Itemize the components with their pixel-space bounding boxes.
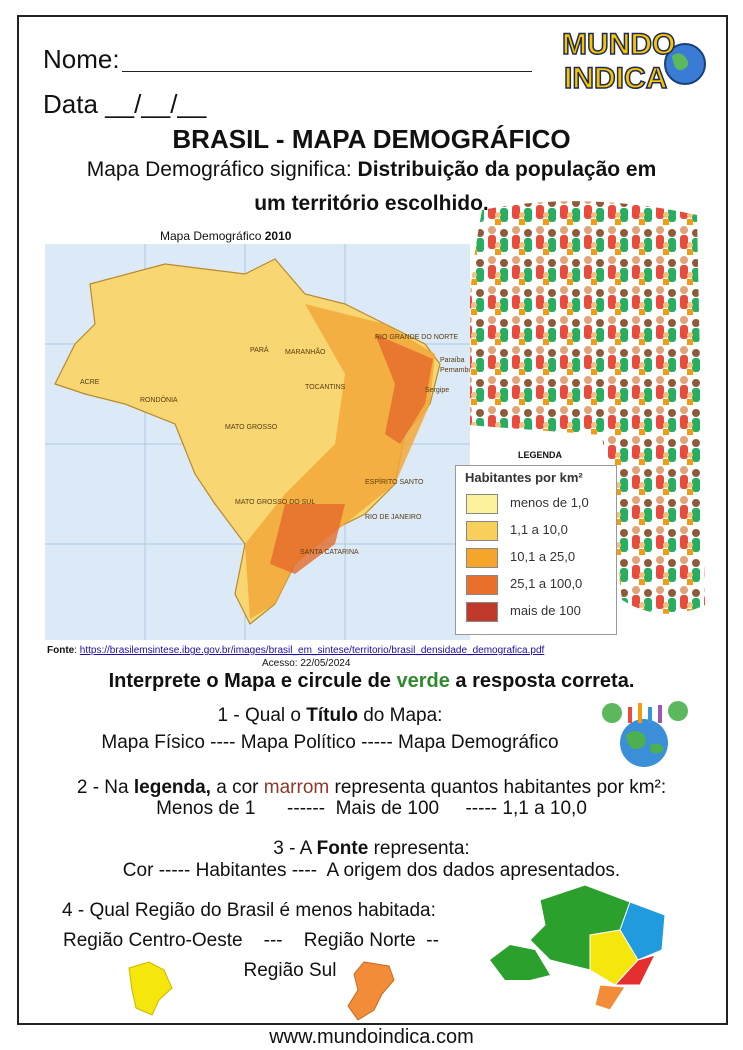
question-part: 1 - Qual o [217,705,307,726]
question: 2 - Na legenda, a cor marrom representa … [20,777,723,799]
question: 3 - A Fonte representa: [20,838,723,860]
answer-options: Cor ----- Habitantes ---- A origem dos d… [122,860,621,881]
source: Fonte: https://brasilemsintese.ibge.gov.… [47,645,544,656]
legend-label: 10,1 a 25,0 [510,549,576,564]
question-part: Fonte [316,838,369,859]
question: 4 - Qual Região do Brasil é menos habita… [62,900,436,922]
instruction-highlight: verde [396,670,450,692]
answer-options: Região Sul [243,960,337,981]
definition-bold: Distribuição da população em [357,158,657,181]
legend-title: Habitantes por km² [465,470,583,485]
logo: MUNDO INDICA [561,27,706,96]
source-url[interactable]: https://brasilemsintese.ibge.gov.br/imag… [79,645,545,656]
accessed: Acesso: 22/05/2024 [262,658,351,669]
map-label: RIO GRANDE DO NORTE [375,334,458,341]
map-label: RONDÔNIA [140,395,178,404]
map-label: ESPÍRITO SANTO [365,477,424,486]
centro-oeste-shape [128,961,173,1016]
title: BRASIL - MAPA DEMOGRÁFICO [172,124,571,154]
logo-bottom: INDICA [564,62,667,95]
source-separator: : [74,645,80,656]
denser-region [270,334,433,574]
map-label: Sergipe [425,387,449,394]
question-part: representa: [368,838,470,859]
definition-lead: Mapa Demográfico significa: [86,158,358,181]
map-caption: Mapa Demográfico 2010 [160,229,291,243]
question-part: 4 - Qual Região do Brasil é menos habita… [62,900,436,921]
legend-label: 25,1 a 100,0 [510,576,583,591]
footer: www.mundoindica.com [269,1026,474,1048]
source-label: Fonte [47,645,75,656]
question-part: 3 - A [273,838,317,859]
map-label: Pernambuco [440,367,470,374]
legend-label: mais de 100 [510,603,581,618]
legend-label: 1,1 a 10,0 [510,522,568,537]
map-label: RIO DE JANEIRO [365,514,422,521]
map-year: 2010 [264,229,292,243]
answer-options: Região Centro-Oeste --- Região Norte -- [63,930,439,951]
crowd [466,201,705,614]
date-label: Data __/__/__ [43,89,207,119]
instruction-before: Interprete o Mapa e circule de [108,670,397,692]
legend-swatch [466,602,498,622]
map-label: MATO GROSSO [225,424,278,431]
map-label: Paraíba [440,357,465,364]
question-part: do Mapa: [357,705,443,726]
logo-top: MUNDO [562,28,675,61]
name-text: Nome: [43,44,120,74]
legend-swatch [466,494,498,514]
map-label: MATO GROSSO DO SUL [235,499,315,506]
map-label: TOCANTINS [305,384,346,391]
definition-line: Mapa Demográfico significa: Distribuição… [0,158,743,182]
map-caption-text: Mapa Demográfico [160,229,265,243]
legend-label: menos de 1,0 [510,495,589,510]
legend-heading: LEGENDA [518,450,563,460]
instruction-after: a resposta correta. [449,670,635,692]
sul-shape [347,961,395,1021]
map-label: MARANHÃO [285,347,326,356]
name-line [122,71,532,72]
question-part: marrom [263,777,330,798]
legend-swatch [466,548,498,568]
logo-land [672,53,689,71]
answer-options: Mapa Físico ---- Mapa Político ----- Map… [101,732,559,753]
question-part: 2 - Na [76,777,134,798]
answer-options: Menos de 1 ------ Mais de 100 ----- 1,1 … [156,798,587,819]
question-part: representa quantos habitantes por km²: [329,777,667,798]
legend-swatch [466,521,498,541]
map-label: PARÁ [250,345,269,354]
name-label: Nome: [43,44,120,75]
regions-map [490,884,666,1011]
page-frame [17,15,728,1025]
question-part: Título [306,705,358,726]
question: 1 - Qual o Título do Mapa: [60,705,600,727]
globe-icon [602,701,688,767]
instruction: Interprete o Mapa e circule de verde a r… [0,670,743,693]
legend-swatch [466,575,498,595]
map-label: ACRE [80,379,100,386]
crowd-illustration [466,201,705,614]
definition-line-2: um território escolhido. [254,192,489,215]
map: RIO GRANDE DO NORTE Paraíba Pernambuco Serg… [45,244,470,640]
question-part: legenda, [133,777,211,798]
question-part: a cor [210,777,264,798]
map-label: SANTA CATARINA [300,549,359,556]
